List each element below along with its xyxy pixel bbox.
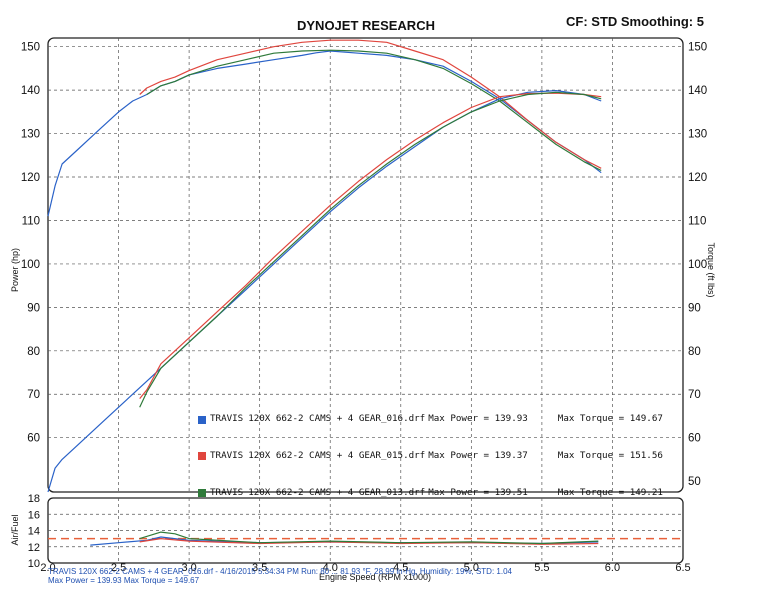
conditions-label: CF: STD Smoothing: 5 — [566, 14, 704, 29]
y-tick-label-left: 80 — [27, 346, 40, 358]
legend-run: TRAVIS — [210, 486, 244, 498]
x-tick-label: 5.0 — [464, 562, 479, 574]
x-tick-label: 2.5 — [111, 562, 126, 574]
afr-y-tick-label: 10 — [28, 558, 40, 570]
y-tick-label-left: 60 — [27, 433, 40, 445]
afr-axis-label: Air/Fuel — [10, 514, 20, 545]
legend-max-power: Max Power = 139.93 — [428, 413, 528, 425]
dyno-series-line — [139, 92, 602, 399]
legend-max-torque: Max Torque = 151.56 — [557, 450, 663, 461]
right-axis-label: Torque (ft lbs) — [706, 242, 716, 297]
y-tick-label-left: 70 — [27, 389, 40, 401]
afr-y-tick-label: 12 — [28, 542, 40, 554]
y-tick-label-right: 120 — [688, 172, 707, 184]
legend: TRAVIS 120X 662-2 CAMS + 4 GEAR_016.drf … — [198, 389, 663, 511]
y-tick-label-left: 120 — [21, 172, 40, 184]
legend-file: 120X 662-2 CAMS + 4 GEAR_013.drf — [248, 486, 426, 498]
dyno-series-line — [47, 50, 602, 217]
y-tick-label-right: 130 — [688, 129, 707, 141]
x-tick-label: 6.5 — [675, 562, 690, 574]
dyno-series-line — [146, 49, 602, 172]
run-info-line: TRAVIS 120X 662-2 CAMS + 4 GEAR_016.drf … — [48, 567, 512, 576]
x-tick-label: 3.5 — [252, 562, 267, 574]
left-axis-label: Power (hp) — [10, 248, 20, 292]
main-plot-grid — [48, 38, 683, 492]
y-tick-label-left: 130 — [21, 129, 40, 141]
x-tick-label: 6.0 — [605, 562, 620, 574]
y-tick-label-left: 90 — [27, 302, 40, 314]
x-tick-label: 4.5 — [393, 562, 408, 574]
dyno-series-line — [139, 91, 602, 408]
legend-max-power: Max Power = 139.51 — [428, 486, 528, 498]
main-plot-frame — [47, 37, 684, 493]
chart-title: DYNOJET RESEARCH — [297, 18, 435, 33]
y-tick-label-right: 70 — [688, 389, 701, 401]
x-axis-label: Engine Speed (RPM x1000) — [319, 572, 431, 582]
legend-swatch-green — [198, 488, 206, 497]
legend-max-torque: Max Torque = 149.67 — [557, 413, 663, 425]
legend-file: 120X 662-2 CAMS + 4 GEAR_015.drf — [248, 450, 426, 461]
y-tick-label-left: 110 — [22, 215, 40, 227]
x-tick-label: 4.0 — [323, 562, 338, 574]
y-tick-label-right: 110 — [688, 215, 706, 227]
afr-plot-series — [90, 531, 599, 546]
y-tick-label-right: 140 — [688, 85, 707, 97]
legend-run: TRAVIS — [210, 450, 244, 461]
afr-y-tick-label: 16 — [28, 509, 40, 521]
y-tick-label-right: 150 — [688, 42, 707, 54]
legend-swatch-red — [198, 452, 206, 461]
y-tick-label-right: 100 — [688, 259, 707, 271]
legend-entry: TRAVIS 120X 662-2 CAMS + 4 GEAR_015.drf … — [198, 450, 663, 462]
main-plot-series — [47, 39, 602, 493]
legend-max-power: Max Power = 139.37 — [428, 450, 528, 461]
y-tick-label-left: 100 — [21, 259, 40, 271]
y-tick-label-right: 50 — [688, 476, 701, 488]
x-tick-label: 3.0 — [181, 562, 196, 574]
y-tick-label-right: 80 — [688, 346, 701, 358]
x-tick-label: 2.0 — [40, 562, 55, 574]
dyno-series-line — [47, 89, 602, 493]
run-info-power-line: Max Power = 139.93 Max Torque = 149.67 — [48, 576, 200, 585]
main-plot-border — [47, 37, 684, 493]
y-tick-label-right: 90 — [688, 302, 701, 314]
legend-file: 120X 662-2 CAMS + 4 GEAR_016.drf — [248, 413, 426, 425]
y-tick-label-left: 150 — [21, 42, 40, 54]
run-info-footer: TRAVIS 120X 662-2 CAMS + 4 GEAR_016.drf … — [48, 567, 512, 585]
legend-swatch-blue — [198, 415, 206, 424]
x-tick-label: 5.5 — [534, 562, 549, 574]
afr-y-tick-label: 18 — [28, 493, 40, 505]
afr-series-line — [139, 537, 599, 545]
y-tick-label-right: 60 — [688, 433, 701, 445]
afr-series-line — [139, 531, 599, 545]
legend-max-torque: Max Torque = 149.21 — [557, 486, 663, 498]
legend-run: TRAVIS — [210, 413, 244, 425]
y-tick-label-left: 140 — [21, 85, 40, 97]
tick-labels: 2.0 2.5 3.0 3.5 4.0 4.5 5.0 5.5 6.0 6.5 60 70 80 90 10… — [21, 42, 707, 574]
afr-y-tick-label: 14 — [28, 526, 40, 538]
legend-entry: TRAVIS 120X 662-2 CAMS + 4 GEAR_016.drf … — [198, 413, 663, 425]
legend-entry: TRAVIS 120X 662-2 CAMS + 4 GEAR_013.drf … — [198, 487, 663, 499]
dyno-series-line — [139, 39, 602, 169]
